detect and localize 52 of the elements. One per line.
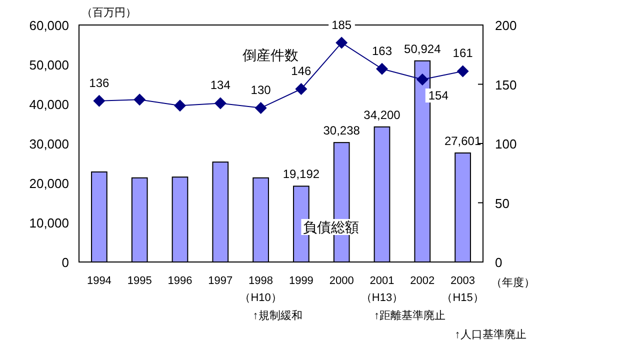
y2-tick-label: 50: [495, 196, 510, 211]
y-tick-label: 60,000: [29, 18, 69, 33]
point: [214, 97, 226, 110]
point: [134, 94, 146, 106]
y-axis-title: （百万円）: [82, 7, 136, 19]
data-label: 19,192: [282, 167, 320, 182]
point: [376, 62, 388, 75]
data-label: 34,200: [364, 108, 401, 122]
data-label: 50,924: [404, 42, 442, 56]
x-tick-label: 1999: [288, 275, 314, 287]
point: [456, 65, 469, 78]
data-label: 161: [452, 46, 474, 60]
y2-tick-label: 0: [495, 255, 502, 270]
x-tick-label: 1994: [86, 275, 112, 287]
y2-tick-label: 100: [495, 136, 517, 152]
data-label: 136: [89, 76, 110, 90]
y2-tick-label: 200: [495, 18, 517, 33]
y2-tick-label: 150: [495, 77, 517, 92]
data-label: 146: [291, 64, 312, 78]
data-label: 30,238: [323, 124, 360, 138]
y-tick-label: 10,000: [29, 216, 69, 230]
point: [416, 74, 428, 86]
y-tick-label: 0: [62, 255, 69, 270]
point: [336, 36, 348, 49]
x-tick-label: 2002: [410, 275, 435, 287]
data-label: 154: [428, 88, 449, 103]
data-label: 130: [250, 82, 272, 97]
point: [295, 82, 308, 95]
data-label: 134: [210, 78, 231, 92]
data-label: 163: [372, 44, 392, 58]
y-tick-label: 50,000: [29, 58, 69, 72]
x-tick-label: 1998 （H10）: [240, 275, 282, 304]
x-tick-label: 2001 （H13）: [360, 275, 404, 304]
x-axis-title: （年度）: [491, 276, 535, 289]
text: ↑規制緩和: [252, 309, 302, 322]
x-tick-label: 1997: [208, 275, 233, 287]
text: ↑人口基準廃止: [454, 328, 526, 341]
point: [254, 102, 267, 114]
x-tick-label: 1996: [168, 275, 192, 287]
data-label: 185: [332, 18, 352, 32]
text: ↑距離基準廃止: [374, 309, 446, 322]
x-tick-label: 2003 （H15）: [442, 275, 484, 304]
point: [174, 100, 186, 112]
point: [93, 94, 106, 107]
y-tick-label: 30,000: [29, 136, 69, 152]
series-label: 倒産件数: [242, 47, 298, 63]
y-tick-label: 40,000: [29, 97, 69, 112]
data-label: 27,601: [444, 134, 482, 148]
x-tick-label: 1995: [127, 275, 152, 287]
x-tick-label: 2000: [329, 275, 354, 287]
series-label: 負債総額: [303, 219, 360, 235]
y-tick-label: 20,000: [29, 176, 69, 191]
